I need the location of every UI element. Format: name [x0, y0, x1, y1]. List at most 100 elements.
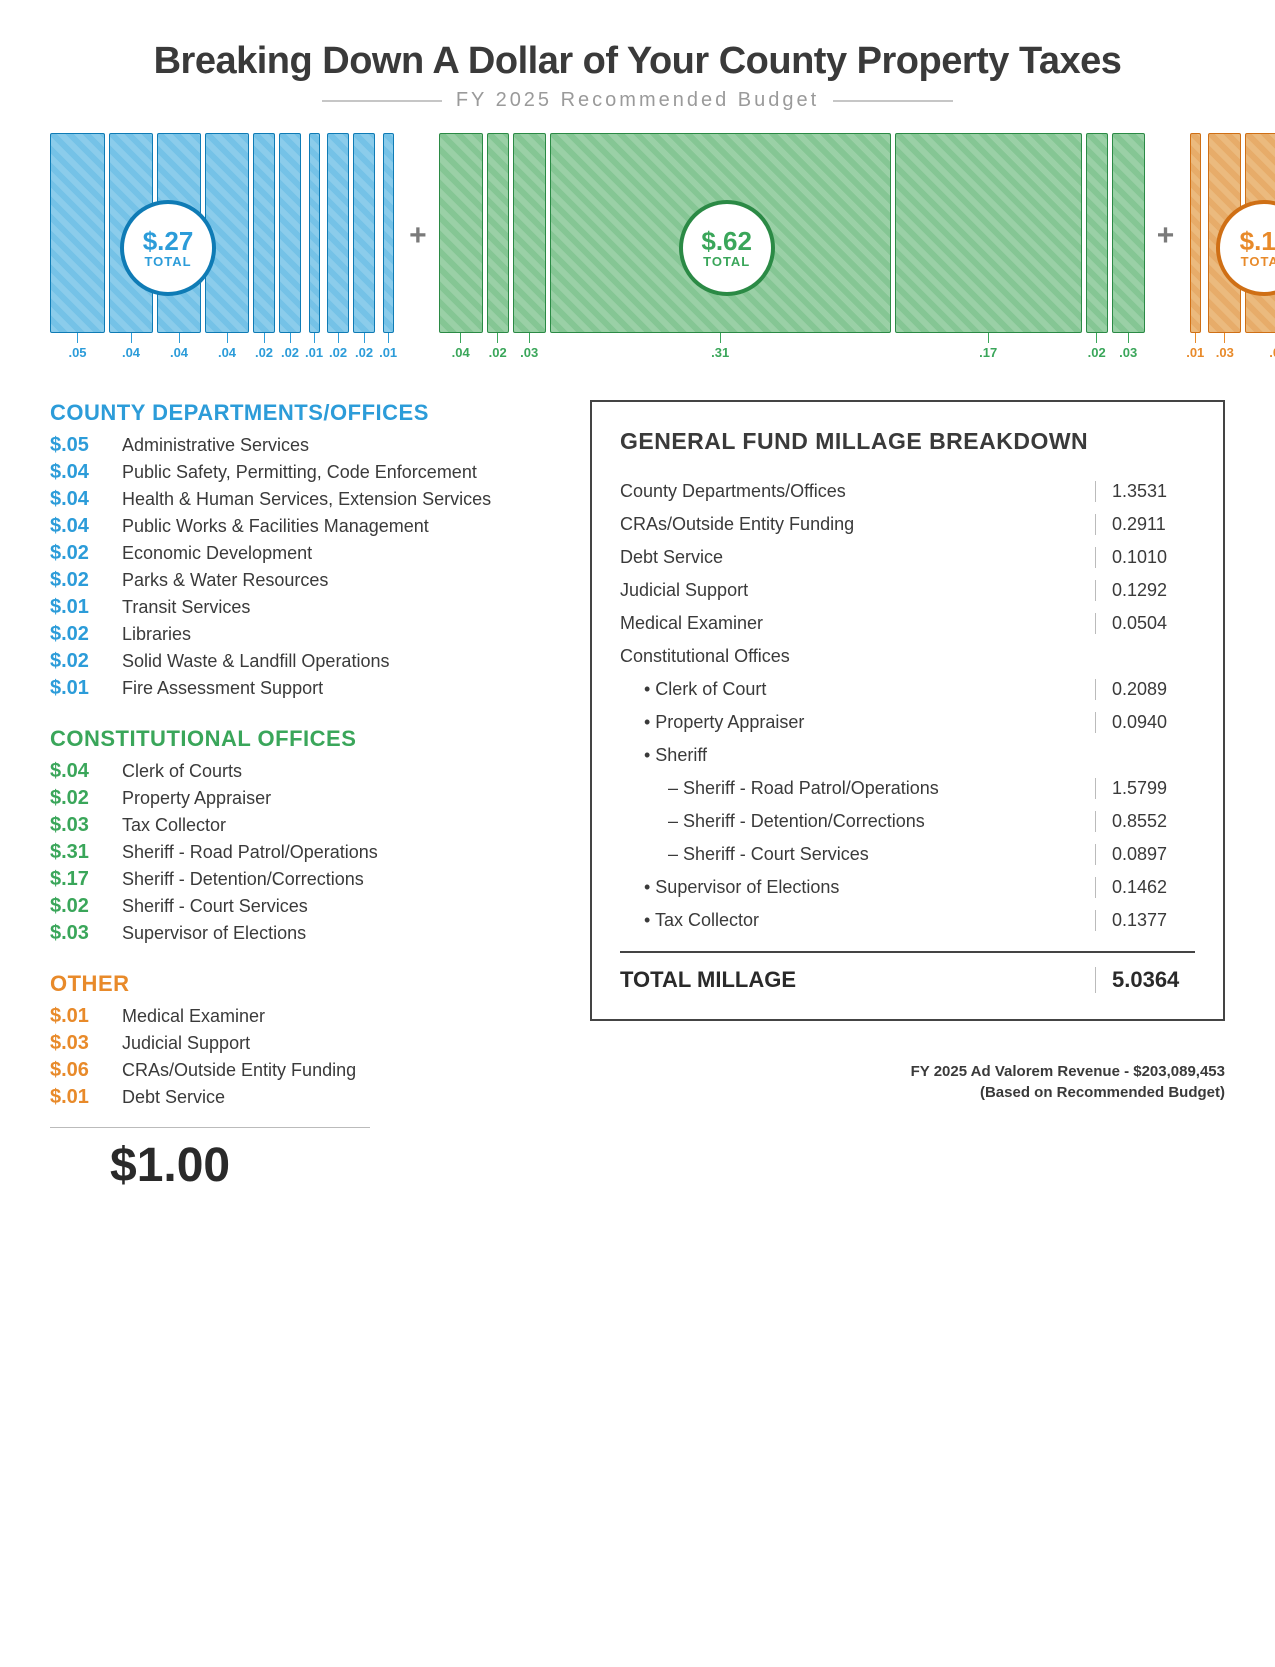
millage-value: 0.1292 — [1095, 580, 1195, 601]
item-label: CRAs/Outside Entity Funding — [122, 1059, 356, 1082]
segment-county: $.27 TOTAL .05.04.04.04.02.02.01.02.02.0… — [50, 140, 397, 360]
millage-total-label: TOTAL MILLAGE — [620, 967, 796, 993]
millage-row: – Sheriff - Court Services0.0897 — [620, 838, 1195, 871]
list-item: $.05 Administrative Services — [50, 434, 550, 457]
dollar-slice: .01 — [305, 133, 323, 360]
millage-value: 0.1377 — [1095, 910, 1195, 931]
rule-left — [322, 100, 442, 102]
slice-label: .02 — [329, 345, 347, 360]
millage-label: • Tax Collector — [620, 910, 1095, 931]
item-label: Solid Waste & Landfill Operations — [122, 650, 389, 673]
segment-const: $.62 TOTAL .04.02.03.31.17.02.03 — [439, 140, 1145, 360]
dollar-slice: .02 — [253, 133, 275, 360]
list-item: $.03 Judicial Support — [50, 1032, 550, 1055]
item-amount: $.04 — [50, 515, 112, 538]
plus-icon: + — [1153, 219, 1179, 253]
millage-label: Debt Service — [620, 547, 1095, 568]
item-amount: $.01 — [50, 1086, 112, 1109]
dollar-slice: .02 — [279, 133, 301, 360]
slice-label: .02 — [355, 345, 373, 360]
slice-label: .02 — [255, 345, 273, 360]
list-item: $.02Property Appraiser — [50, 787, 550, 810]
badge-const-total: TOTAL — [703, 254, 750, 269]
item-amount: $.02 — [50, 895, 112, 918]
item-label: Property Appraiser — [122, 787, 271, 810]
list-item: $.01Debt Service — [50, 1086, 550, 1109]
subtitle-row: FY 2025 Recommended Budget — [50, 89, 1225, 112]
millage-label: Constitutional Offices — [620, 646, 1095, 667]
millage-row: Constitutional Offices — [620, 640, 1195, 673]
total-divider — [50, 1127, 370, 1128]
plus-icon: + — [405, 219, 431, 253]
item-label: Sheriff - Court Services — [122, 895, 308, 918]
badge-county: $.27 TOTAL — [120, 200, 216, 296]
millage-row: • Clerk of Court0.2089 — [620, 673, 1195, 706]
list-item: $.01 Transit Services — [50, 596, 550, 619]
item-label: Clerk of Courts — [122, 760, 242, 783]
slice-label: .02 — [281, 345, 299, 360]
list-item: $.31Sheriff - Road Patrol/Operations — [50, 841, 550, 864]
list-item: $.03 Supervisor of Elections — [50, 922, 550, 945]
item-amount: $.03 — [50, 814, 112, 837]
item-amount: $.01 — [50, 596, 112, 619]
list-item: $.02Solid Waste & Landfill Operations — [50, 650, 550, 673]
item-amount: $.01 — [50, 1005, 112, 1028]
list-item: $.04Public Works & Facilities Management — [50, 515, 550, 538]
const-header: CONSTITUTIONAL OFFICES — [50, 726, 550, 752]
millage-row: – Sheriff - Detention/Corrections0.8552 — [620, 805, 1195, 838]
item-amount: $.03 — [50, 922, 112, 945]
grand-total: $1.00 — [110, 1138, 550, 1193]
other-header: OTHER — [50, 971, 550, 997]
slice-label: .31 — [711, 345, 729, 360]
item-amount: $.05 — [50, 434, 112, 457]
footnote-line2: (Based on Recommended Budget) — [590, 1082, 1225, 1103]
millage-label: Judicial Support — [620, 580, 1095, 601]
item-label: Health & Human Services, Extension Servi… — [122, 488, 491, 511]
dollar-slice: .01 — [379, 133, 397, 360]
slice-label: .04 — [218, 345, 236, 360]
item-label: Tax Collector — [122, 814, 226, 837]
millage-row: • Supervisor of Elections0.1462 — [620, 871, 1195, 904]
millage-value: 1.5799 — [1095, 778, 1195, 799]
item-amount: $.02 — [50, 569, 112, 592]
badge-county-total: TOTAL — [144, 254, 191, 269]
dollar-slice: .04 — [439, 133, 483, 360]
millage-label: • Clerk of Court — [620, 679, 1095, 700]
millage-label: CRAs/Outside Entity Funding — [620, 514, 1095, 535]
item-label: Supervisor of Elections — [122, 922, 306, 945]
slice-label: .02 — [489, 345, 507, 360]
millage-value: 0.0940 — [1095, 712, 1195, 733]
footnote-line1: FY 2025 Ad Valorem Revenue - $203,089,45… — [590, 1061, 1225, 1082]
list-item: $.02 Parks & Water Resources — [50, 569, 550, 592]
millage-title: GENERAL FUND MILLAGE BREAKDOWN — [620, 428, 1195, 455]
dollar-breakdown: $.27 TOTAL .05.04.04.04.02.02.01.02.02.0… — [50, 140, 1225, 360]
item-label: Economic Development — [122, 542, 312, 565]
millage-value: 0.1462 — [1095, 877, 1195, 898]
item-label: Transit Services — [122, 596, 250, 619]
lower-section: COUNTY DEPARTMENTS/OFFICES $.05 Administr… — [50, 400, 1225, 1193]
millage-row: Medical Examiner0.0504 — [620, 607, 1195, 640]
badge-other-amount: $.11 — [1240, 228, 1275, 254]
item-amount: $.03 — [50, 1032, 112, 1055]
slice-label: .04 — [122, 345, 140, 360]
item-amount: $.04 — [50, 760, 112, 783]
county-header: COUNTY DEPARTMENTS/OFFICES — [50, 400, 550, 426]
dollar-slice: .02 — [327, 133, 349, 360]
list-item: $.17Sheriff - Detention/Corrections — [50, 868, 550, 891]
item-amount: $.02 — [50, 623, 112, 646]
slice-label: .01 — [1186, 345, 1204, 360]
item-label: Sheriff - Road Patrol/Operations — [122, 841, 378, 864]
slice-label: .03 — [1216, 345, 1234, 360]
item-label: Judicial Support — [122, 1032, 250, 1055]
millage-row: • Tax Collector0.1377 — [620, 904, 1195, 937]
millage-row: • Sheriff — [620, 739, 1195, 772]
list-item: $.06 CRAs/Outside Entity Funding — [50, 1059, 550, 1082]
item-label: Parks & Water Resources — [122, 569, 328, 592]
item-amount: $.04 — [50, 461, 112, 484]
item-amount: $.06 — [50, 1059, 112, 1082]
item-label: Administrative Services — [122, 434, 309, 457]
millage-value: 1.3531 — [1095, 481, 1195, 502]
millage-value: 0.2089 — [1095, 679, 1195, 700]
slice-label: .02 — [1088, 345, 1106, 360]
list-item: $.02 Sheriff - Court Services — [50, 895, 550, 918]
